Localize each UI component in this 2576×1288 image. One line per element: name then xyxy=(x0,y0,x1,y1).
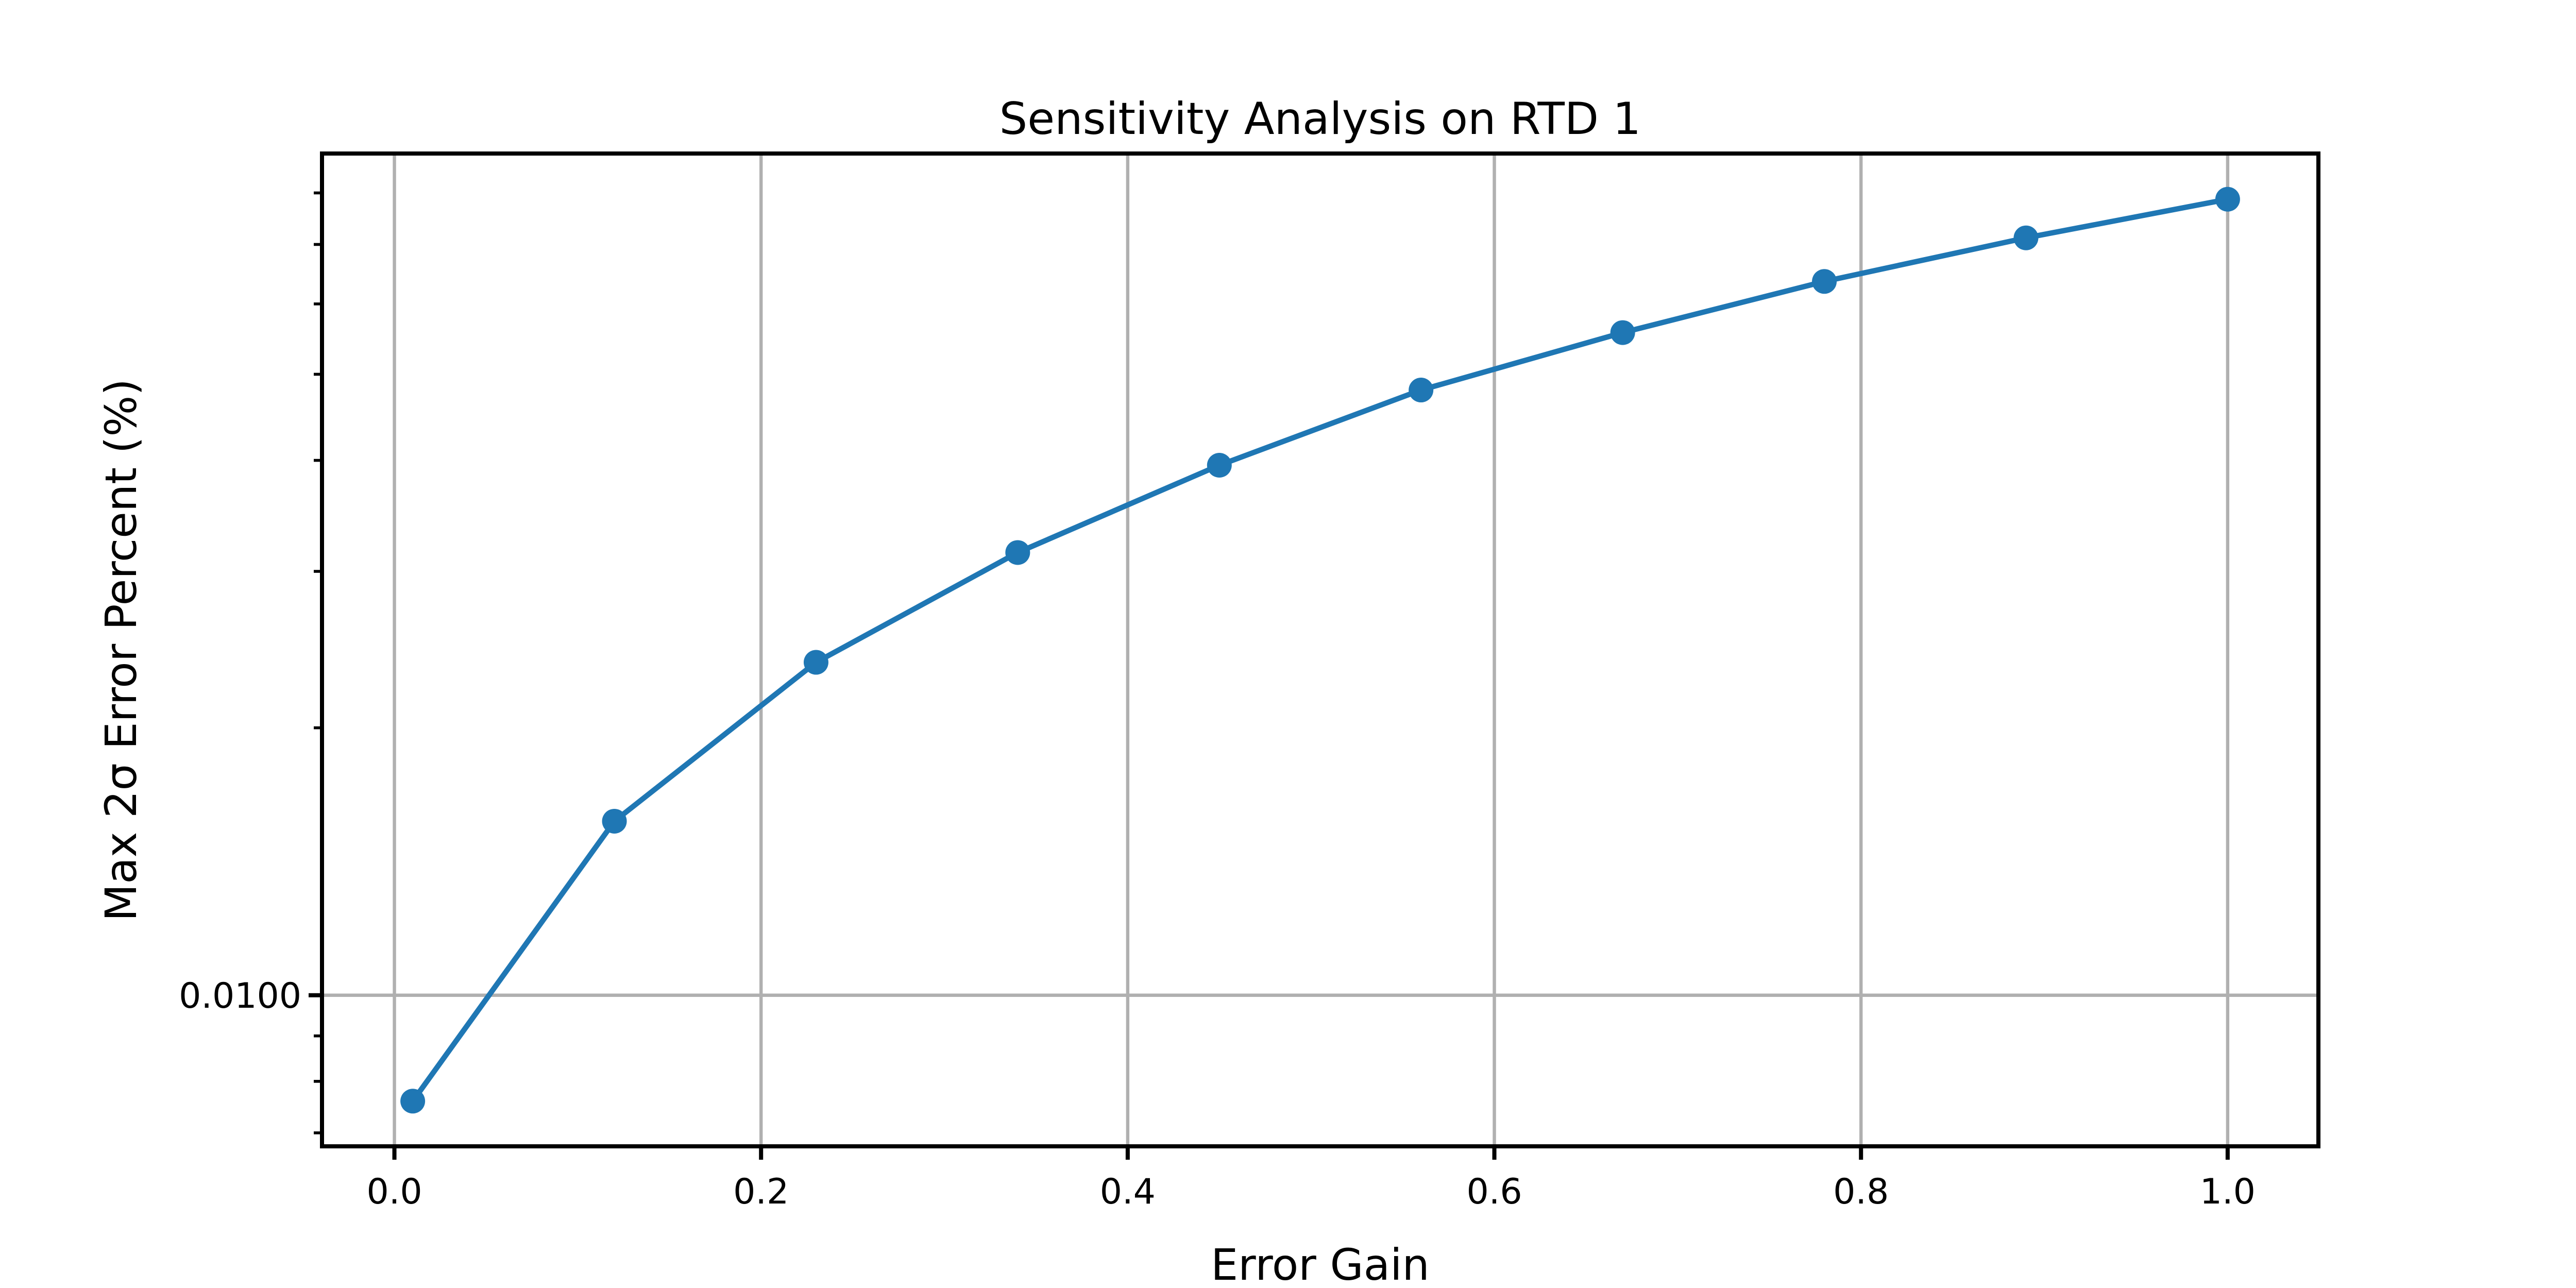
x-tick-label: 0.0 xyxy=(366,1172,422,1212)
tick-labels: 0.0 0.2 0.4 0.6 0.8 1.0 0.0100 xyxy=(179,976,2256,1212)
x-tick-label: 0.4 xyxy=(1100,1172,1156,1212)
data-point-marker xyxy=(1409,378,1434,403)
data-point-marker xyxy=(2215,187,2240,212)
x-tick-label: 1.0 xyxy=(2200,1172,2256,1212)
x-tick-label: 0.2 xyxy=(733,1172,789,1212)
data-point-marker xyxy=(1207,453,1232,478)
data-point-marker xyxy=(1005,540,1030,565)
data-point-marker xyxy=(602,808,627,834)
series-line xyxy=(410,196,2231,1104)
data-point-marker xyxy=(803,650,828,675)
data-point-marker xyxy=(1610,320,1635,345)
data-point-marker xyxy=(1812,269,1837,294)
data-point-marker xyxy=(2013,225,2039,250)
gridlines xyxy=(322,154,2318,1146)
y-tick-label: 0.0100 xyxy=(179,976,301,1016)
chart-title: Sensitivity Analysis on RTD 1 xyxy=(999,93,1641,145)
plot-border xyxy=(320,151,2320,1148)
x-axis-label: Error Gain xyxy=(1211,1240,1430,1288)
data-point-marker xyxy=(400,1089,426,1114)
x-tick-label: 0.8 xyxy=(1833,1172,1889,1212)
data-series xyxy=(400,187,2240,1114)
y-axis-label: Max 2σ Error Percent (%) xyxy=(96,379,146,921)
x-tick-label: 0.6 xyxy=(1466,1172,1522,1212)
axis-ticks xyxy=(309,191,2230,1160)
